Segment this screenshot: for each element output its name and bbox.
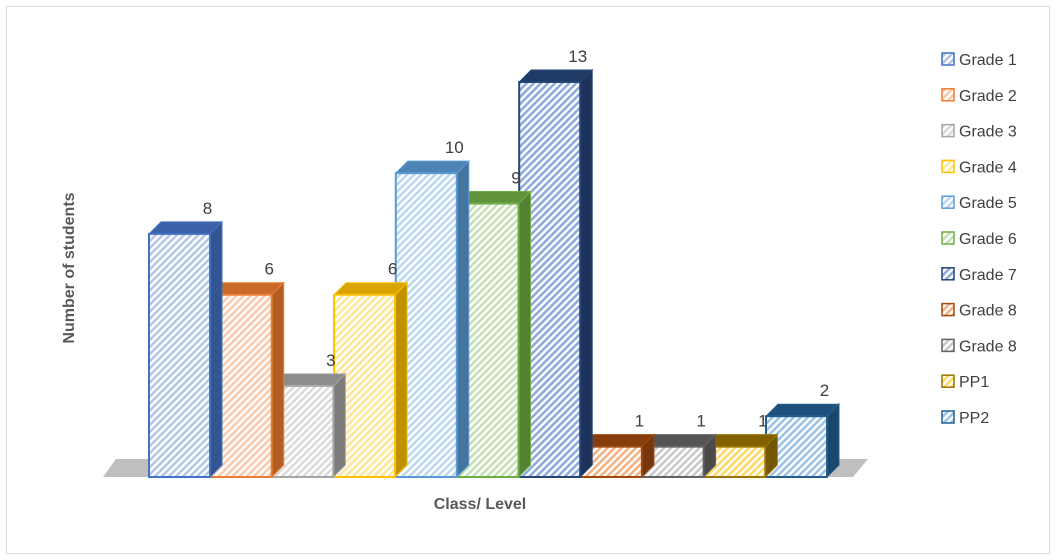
legend-label-10: PP1 xyxy=(959,374,989,391)
legend-swatch-6 xyxy=(941,231,955,245)
data-label-8: 1 xyxy=(635,412,644,431)
legend-entry-5: Grade 5 xyxy=(941,195,1017,212)
legend-swatch-3 xyxy=(941,123,955,138)
bar-1 xyxy=(147,220,224,479)
legend-label-4: Grade 4 xyxy=(959,159,1017,176)
data-label-5: 10 xyxy=(445,138,464,157)
legend-entry-7: Grade 7 xyxy=(941,267,1017,284)
legend-entry-6: Grade 6 xyxy=(941,231,1017,248)
legend-entry-1: Grade 1 xyxy=(941,52,1017,69)
data-label-4: 6 xyxy=(388,260,397,279)
legend-entry-2: Grade 2 xyxy=(941,88,1017,105)
legend-label-3: Grade 3 xyxy=(959,124,1017,141)
legend-entry-3: Grade 3 xyxy=(941,123,1017,141)
legend-entry-9: Grade 8 xyxy=(941,338,1017,355)
data-label-10: 1 xyxy=(758,412,767,431)
legend-label-7: Grade 7 xyxy=(959,267,1017,284)
bar-9 xyxy=(641,433,717,479)
bars-layer xyxy=(147,68,841,479)
legend-label-1: Grade 1 xyxy=(959,52,1017,69)
legend-swatch-4 xyxy=(941,159,955,174)
legend-swatch-9 xyxy=(941,338,955,353)
legend-label-9: Grade 8 xyxy=(959,338,1017,355)
legend-swatch-2 xyxy=(941,88,955,102)
data-label-1: 8 xyxy=(203,199,212,218)
legend-swatch-5 xyxy=(941,195,955,209)
legend-label-8: Grade 8 xyxy=(959,303,1017,320)
legend-entry-8: Grade 8 xyxy=(941,302,1017,320)
data-labels-layer: 2 1 1 1 13 9 10 6 3 6 8 xyxy=(203,47,829,431)
data-label-7: 13 xyxy=(568,47,587,66)
legend-swatch-8 xyxy=(941,302,955,317)
data-label-11: 2 xyxy=(820,381,829,400)
legend-label-6: Grade 6 xyxy=(959,231,1017,248)
data-label-6: 9 xyxy=(511,169,520,188)
legend-entry-4: Grade 4 xyxy=(941,159,1017,176)
legend-entry-10: PP1 xyxy=(941,374,989,391)
legend: Grade 1 Grade 2 Grade 3 Grade 4 Grade 5 Grade… xyxy=(941,52,1017,427)
legend-swatch-11 xyxy=(941,410,955,424)
legend-swatch-10 xyxy=(941,374,955,388)
y-axis-title: Number of students xyxy=(61,192,78,343)
legend-label-2: Grade 2 xyxy=(959,88,1017,105)
chart-frame xyxy=(6,6,1050,554)
legend-swatch-1 xyxy=(941,52,955,66)
legend-swatch-7 xyxy=(941,267,955,281)
data-label-9: 1 xyxy=(696,412,705,431)
legend-entry-11: PP2 xyxy=(941,410,989,427)
legend-label-11: PP2 xyxy=(959,410,989,427)
data-label-2: 6 xyxy=(264,260,273,279)
data-label-3: 3 xyxy=(326,351,335,370)
legend-label-5: Grade 5 xyxy=(959,195,1017,212)
x-axis-title: Class/ Level xyxy=(434,496,527,513)
